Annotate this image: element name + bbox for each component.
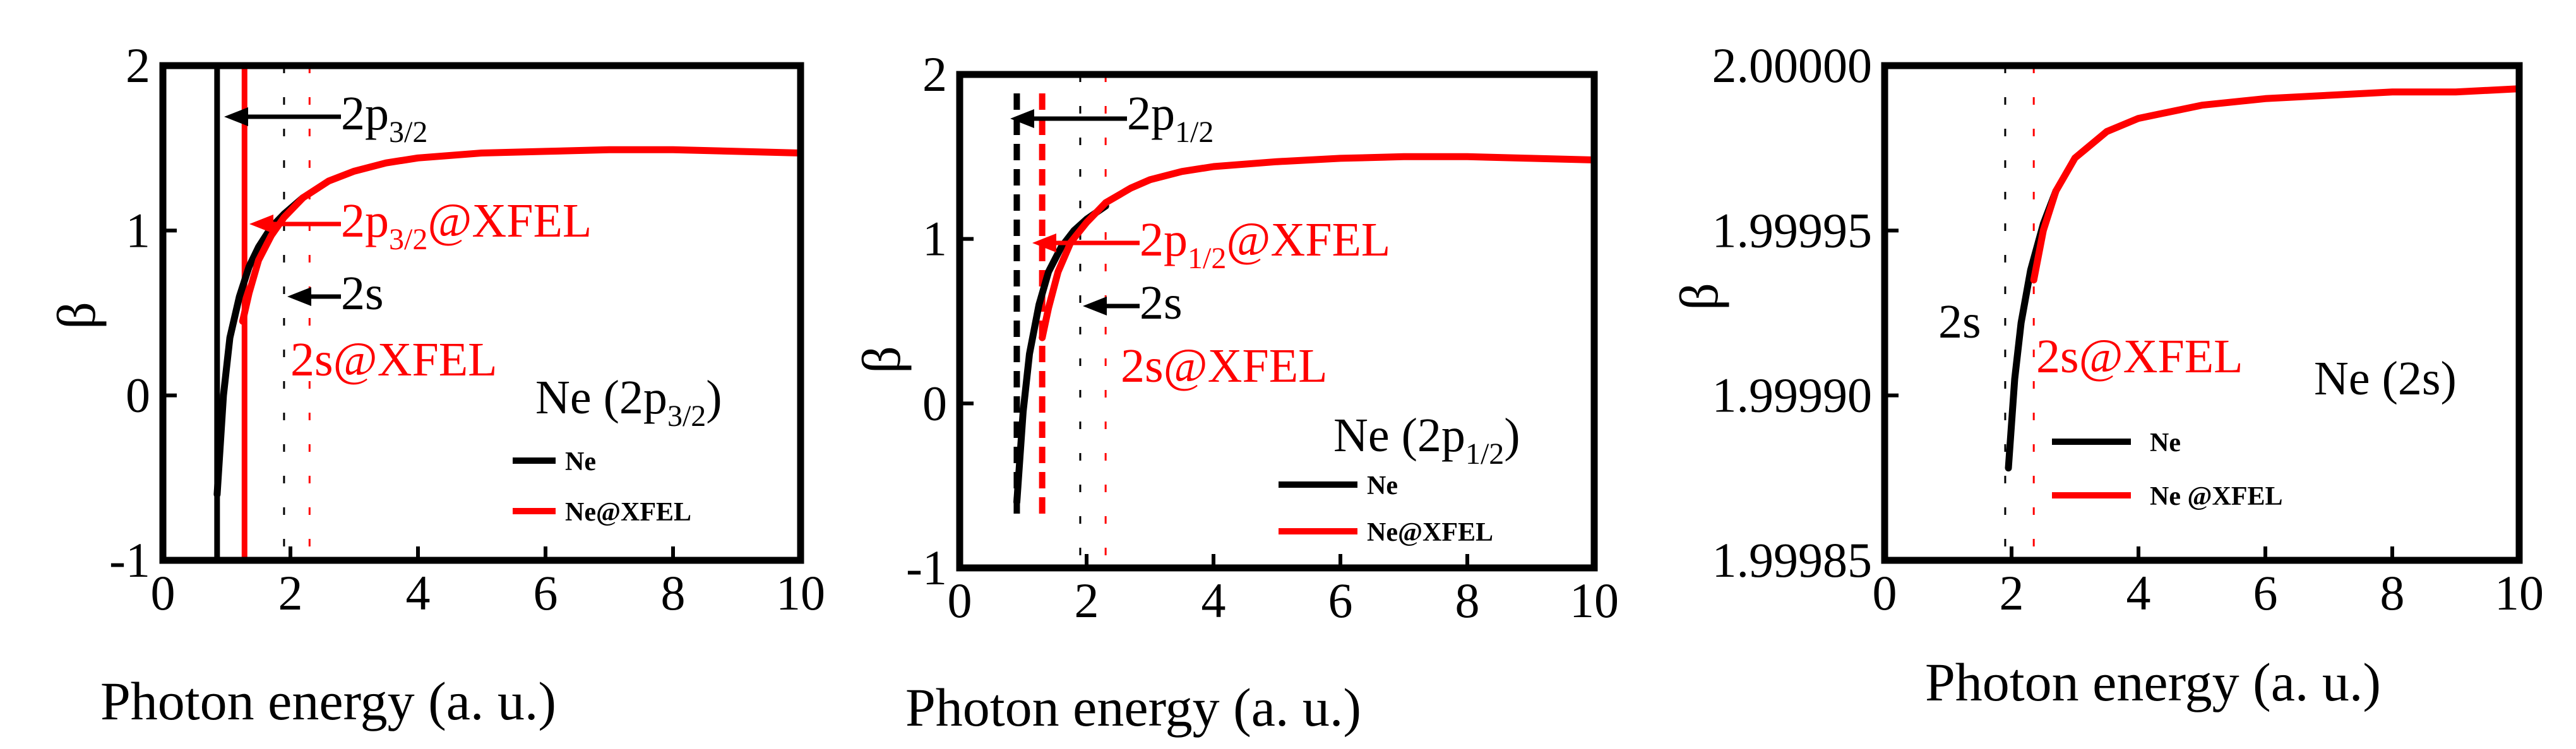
threshold-lines — [2004, 66, 2035, 560]
panel-label: Ne (2s) — [2314, 352, 2457, 405]
plot-frame — [1881, 62, 2523, 564]
legend-label-ne-xfel: Ne @XFEL — [2150, 482, 2283, 511]
y-tick-label: 1.99985 — [1712, 533, 1873, 587]
annotation-arrowhead — [287, 287, 311, 306]
x-axis-label: Photon energy (a. u.) — [905, 677, 1361, 738]
annotation-arrowhead — [249, 215, 273, 233]
y-axis-label-text: β — [46, 302, 107, 329]
x-tick-label: 0 — [1873, 565, 1897, 620]
annotation-arrowhead — [224, 107, 248, 126]
y-axis-label: β — [46, 302, 107, 329]
x-tick-label: 10 — [1570, 573, 1619, 628]
y-tick-label: 1.99990 — [1712, 368, 1873, 423]
series-line-nexfel — [2030, 85, 2523, 284]
label-2s-xfel: 2s@XFEL — [290, 333, 498, 386]
x-tick-label: 8 — [1455, 573, 1480, 628]
x-tick-label: 8 — [2380, 565, 2405, 620]
x-tick-label: 4 — [2126, 565, 2151, 620]
label-2s-xfel: 2s@XFEL — [2036, 330, 2243, 383]
y-tick-label: 1.99995 — [1712, 203, 1873, 257]
series-line-nexfel — [1039, 153, 1598, 341]
threshold-lines — [1013, 74, 1107, 568]
x-tick-label: 0 — [948, 573, 972, 628]
x-tick-label: 2 — [2000, 565, 2024, 620]
legend-label-ne: Ne — [2150, 428, 2181, 457]
y-tick-label: 2 — [126, 38, 150, 93]
series-line-nexfel — [239, 146, 804, 325]
x-tick-label: 8 — [661, 565, 686, 620]
label-2s-xfel: 2s@XFEL — [1121, 339, 1328, 392]
annotation-arrowhead — [1032, 233, 1056, 252]
annotation-arrowhead — [1083, 297, 1107, 316]
label-2p12: 2p1/2 — [1127, 87, 1213, 149]
legend-label-ne-xfel: Ne@XFEL — [1367, 518, 1493, 547]
x-tick-label: 4 — [406, 565, 431, 620]
annotation-arrowhead — [1010, 109, 1034, 128]
label-2p32: 2p3/2 — [341, 87, 427, 149]
y-tick-label: 2.00000 — [1712, 38, 1873, 93]
x-tick-label: 10 — [2495, 565, 2544, 620]
y-tick-label: 0 — [922, 375, 947, 430]
y-tick-label: 1 — [922, 211, 947, 266]
y-tick-label: -1 — [109, 533, 150, 587]
plot-frame — [956, 71, 1598, 572]
x-tick-label: 10 — [776, 565, 825, 620]
panel-label: Ne (2p3/2) — [535, 371, 722, 433]
x-tick-label: 0 — [151, 565, 176, 620]
chart-panel-2s: 0 2 4 6 8 10 1.99985 1.99990 1.99995 2.00000 β Ph… — [1669, 38, 2544, 712]
y-axis-label: β — [851, 346, 912, 374]
threshold-lines — [214, 66, 311, 560]
legend-label-ne: Ne — [565, 447, 596, 476]
x-tick-label: 6 — [1328, 573, 1353, 628]
label-2p32-xfel: 2p3/2@XFEL — [341, 194, 592, 256]
series-line-ne — [1013, 203, 1109, 506]
x-tick-label: 6 — [2253, 565, 2278, 620]
x-axis-label: Photon energy (a. u.) — [100, 671, 556, 731]
plot-layer: 0 2 4 6 8 10 1.99985 1.99990 1.99995 2.00000 — [1712, 38, 2544, 620]
x-axis-label: Photon energy (a. u.) — [1925, 652, 2381, 712]
x-tick-label: 2 — [1075, 573, 1099, 628]
label-2s: 2s — [1938, 295, 1981, 348]
y-tick-label: 2 — [922, 47, 947, 102]
label-2p12-xfel: 2p1/2@XFEL — [1140, 213, 1390, 275]
y-axis-label: β — [1669, 283, 1729, 310]
x-tick-label: 6 — [534, 565, 558, 620]
legend-label-ne: Ne — [1367, 471, 1398, 500]
x-tick-label: 4 — [1202, 573, 1226, 628]
y-tick-label: -1 — [906, 540, 947, 595]
y-tick-label: 0 — [126, 368, 150, 423]
x-tick-label: 2 — [278, 565, 303, 620]
plot-frame — [159, 62, 804, 564]
y-tick-label: 1 — [126, 203, 150, 257]
label-2s: 2s — [341, 267, 384, 320]
label-2s: 2s — [1140, 276, 1183, 329]
legend-label-ne-xfel: Ne@XFEL — [565, 498, 691, 527]
panel-label: Ne (2p1/2) — [1333, 409, 1520, 471]
